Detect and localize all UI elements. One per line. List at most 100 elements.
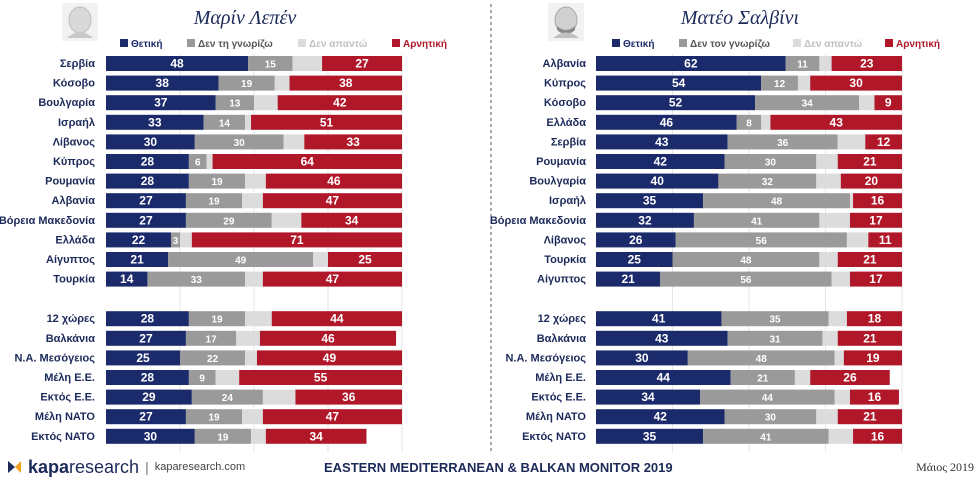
data-label-negative: 17 — [869, 213, 883, 227]
data-label-dont-know: 17 — [206, 334, 218, 345]
bar-segment-positive — [596, 370, 731, 385]
category-label: Κόσοβο — [544, 97, 586, 109]
category-label: Σερβία — [551, 136, 586, 148]
bar-segment-no-answer — [846, 232, 869, 248]
bar-segment-dont-know — [191, 389, 263, 405]
panel-salvini: Ματέο Σαλβίνι Θετική Δεν τον γνωρίζω Δεν α… — [490, 3, 940, 452]
footer: kaparesearch | kaparesearch.com EASTERN … — [0, 455, 980, 485]
data-label-dont-know: 3 — [173, 236, 179, 247]
bar-segment-positive — [596, 212, 694, 228]
report-date: Μάιος 2019 — [916, 460, 974, 474]
data-label-negative: 30 — [849, 76, 863, 90]
chart-area: Μαρίν Λεπέν Θετική Δεν τη γνωρίζω Δεν απαν… — [0, 3, 940, 452]
data-label-dont-know: 22 — [207, 354, 219, 365]
data-label-negative: 16 — [871, 194, 885, 208]
bar-segment-dont-know — [171, 232, 180, 248]
data-label-dont-know: 48 — [771, 197, 783, 208]
data-label-positive: 28 — [141, 312, 155, 326]
category-label: Ρουμανία — [45, 176, 95, 188]
data-label-negative: 18 — [868, 312, 882, 326]
data-label-positive: 52 — [669, 96, 683, 110]
bar-segment-dont-know — [721, 311, 829, 327]
data-label-positive: 27 — [139, 194, 153, 208]
data-label-positive: 43 — [655, 331, 669, 345]
data-label-dont-know: 19 — [211, 315, 223, 326]
data-label-dont-know: 31 — [769, 334, 781, 345]
category-label: Κόσοβο — [53, 78, 95, 90]
bar-segment-positive — [106, 75, 219, 91]
category-label: Μέλη Ε.Ε. — [535, 372, 586, 384]
data-label-negative: 26 — [843, 371, 857, 385]
data-label-positive: 30 — [144, 429, 158, 443]
bar-segment-dont-know — [693, 212, 820, 228]
data-label-positive: 28 — [141, 371, 155, 385]
bar-segment-no-answer — [794, 370, 811, 385]
bar-segment-negative — [810, 75, 902, 91]
bar-segment-negative — [328, 252, 402, 267]
bar-segment-positive — [106, 389, 192, 405]
category-label: 12 χώρες — [47, 313, 96, 325]
bar-segment-negative — [831, 56, 902, 71]
bar-segment-no-answer — [313, 252, 328, 267]
data-label-positive: 21 — [130, 253, 144, 267]
bar-segment-positive — [106, 212, 186, 228]
bar-segment-negative — [191, 232, 402, 248]
legend-salvini: Θετική Δεν τον γνωρίζω Δεν απαντώ Αρνητική — [612, 39, 940, 50]
category-label: Βόρεια Μακεδονία — [490, 215, 586, 227]
brand-name-bold: kapa — [28, 456, 70, 477]
category-label: Βαλκάνια — [537, 333, 587, 345]
data-label-positive: 30 — [144, 135, 158, 149]
data-label-dont-know: 33 — [191, 275, 203, 286]
data-label-dont-know: 56 — [740, 275, 752, 286]
data-label-dont-know: 9 — [199, 374, 205, 385]
data-label-positive: 35 — [643, 429, 657, 443]
bar-segment-no-answer — [816, 154, 838, 169]
data-label-positive: 34 — [641, 390, 655, 404]
category-label: Αλβανία — [52, 195, 96, 207]
bar-segment-no-answer — [215, 370, 240, 385]
data-label-negative: 17 — [869, 272, 883, 286]
bar-segment-negative — [259, 330, 397, 346]
data-label-positive: 41 — [652, 312, 666, 326]
bar-segment-positive — [596, 56, 786, 71]
bar-segment-dont-know — [185, 409, 243, 425]
data-label-positive: 62 — [684, 57, 698, 71]
data-label-dont-know: 30 — [234, 138, 246, 149]
bar-segment-negative — [271, 311, 402, 327]
data-label-dont-know: 29 — [223, 216, 235, 227]
data-label-negative: 16 — [871, 429, 885, 443]
bar-segment-negative — [840, 173, 902, 189]
chart-title-salvini: Ματέο Σαλβίνι — [680, 7, 799, 29]
bar-segment-dont-know — [180, 350, 246, 366]
category-label: Ελλάδα — [55, 234, 95, 246]
bars-salvini: Αλβανία 62 11 23 Κύπρος 54 12 30 Κόσοβο 52 34 9 Ελλά… — [490, 54, 903, 452]
bar-segment-negative — [770, 114, 902, 130]
bar-segment-no-answer — [245, 271, 263, 287]
data-label-positive: 54 — [672, 76, 686, 90]
bar-segment-no-answer — [834, 389, 850, 405]
bar-segment-negative — [843, 350, 902, 366]
bar-segment-negative — [849, 389, 899, 405]
bar-segment-positive — [106, 114, 204, 130]
data-label-positive: 48 — [170, 57, 184, 71]
bar-segment-positive — [106, 134, 195, 150]
data-label-positive: 14 — [120, 272, 134, 286]
data-label-positive: 30 — [635, 351, 649, 365]
data-label-dont-know: 12 — [774, 79, 786, 90]
data-label-positive: 33 — [148, 115, 162, 129]
bar-segment-dont-know — [718, 173, 817, 189]
category-label: Εκτός Ε.Ε. — [531, 392, 586, 404]
legend-swatch-positive — [120, 39, 128, 47]
data-label-dont-know: 19 — [241, 79, 253, 90]
bar-segment-positive — [106, 232, 172, 248]
data-label-positive: 27 — [139, 213, 153, 227]
category-label: Ν.Α. Μεσόγειος — [505, 352, 586, 364]
bar-segment-positive — [596, 154, 725, 169]
data-label-dont-know: 30 — [765, 158, 777, 169]
data-label-positive: 29 — [142, 390, 156, 404]
category-label: Εκτός ΝΑΤΟ — [31, 431, 95, 443]
bar-segment-positive — [596, 75, 762, 91]
bar-segment-no-answer — [834, 350, 844, 366]
data-label-negative: 47 — [326, 410, 340, 424]
bar-segment-no-answer — [236, 330, 260, 346]
